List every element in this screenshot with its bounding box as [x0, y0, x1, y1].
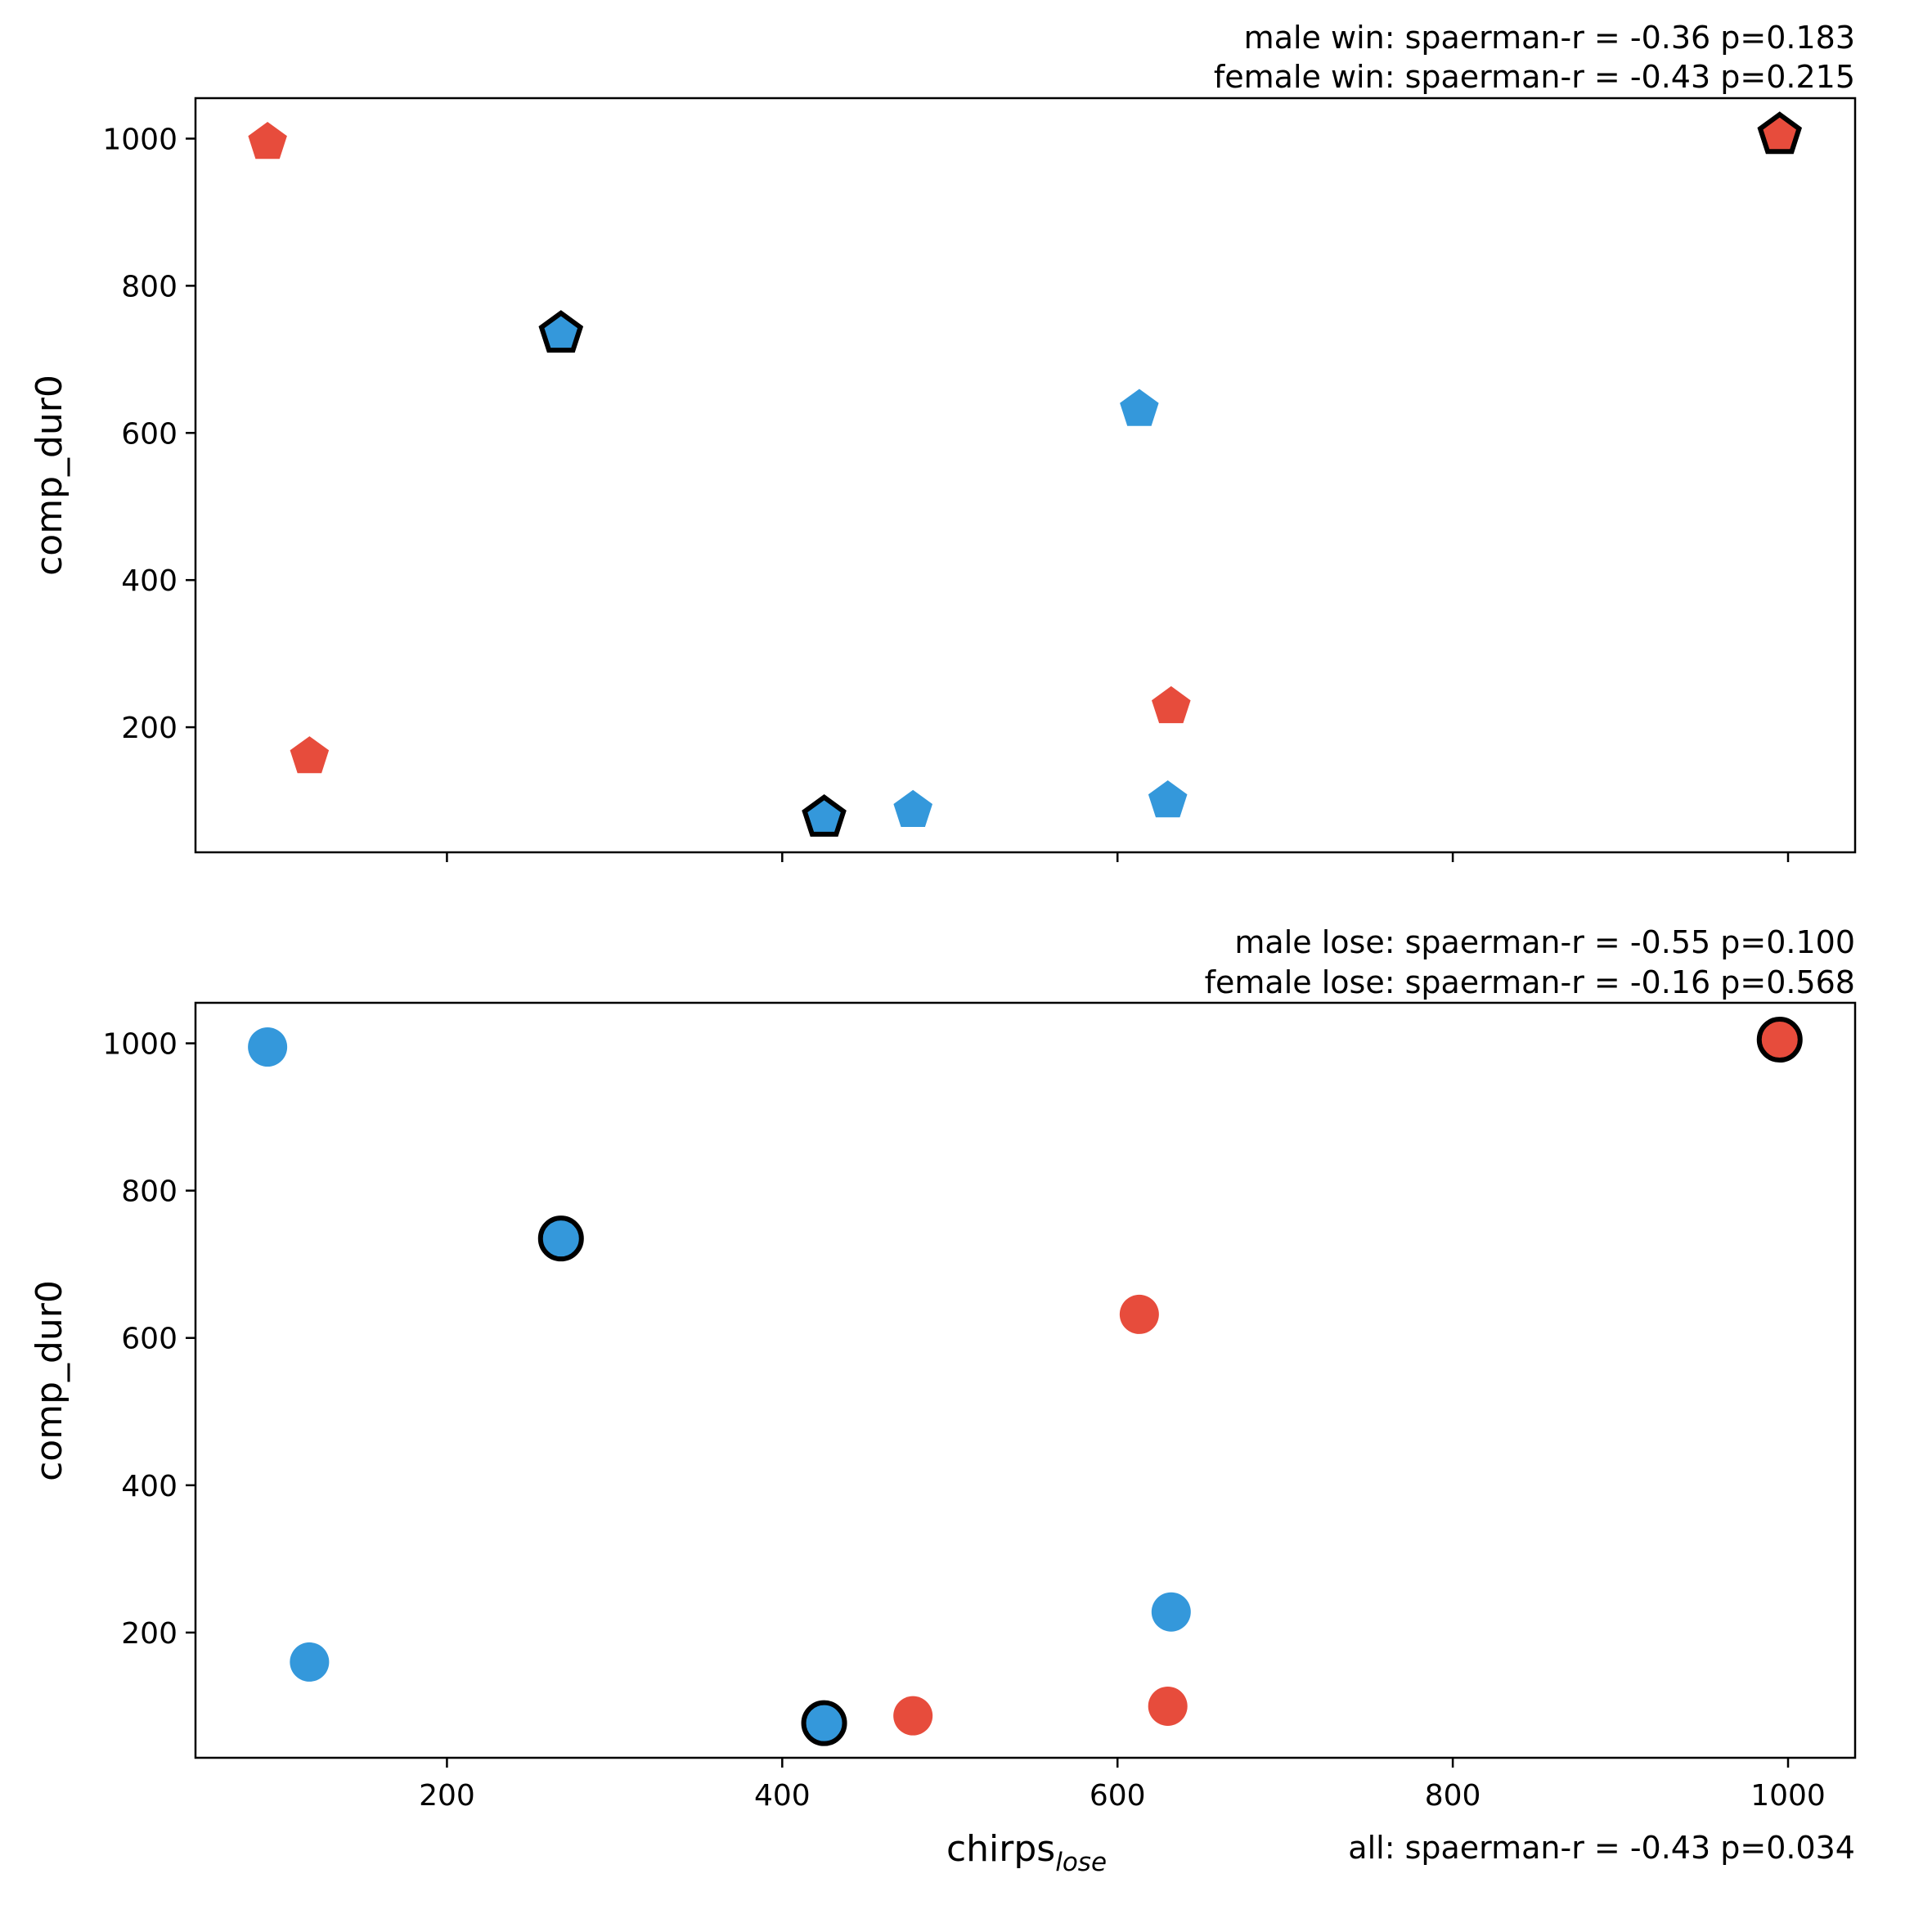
- top-y-tick-label: 600: [121, 417, 177, 451]
- top-y-tick-label: 800: [121, 270, 177, 303]
- top-y-ticks: 200 400 600 800 1000: [102, 123, 195, 745]
- top-annotation-line-1: male win: spaerman-r = -0.36 p=0.183: [1244, 20, 1855, 56]
- bottom-point-female-highlighted: [1756, 1017, 1803, 1063]
- x-axis-label-main: chirps: [946, 1828, 1055, 1870]
- bottom-plot-frame: [194, 1001, 1857, 1759]
- bottom-point-male-highlighted: [801, 1700, 847, 1746]
- bottom-x-tick-label: 200: [419, 1779, 475, 1813]
- bottom-point-male: [248, 1027, 288, 1067]
- top-y-tick-label: 400: [121, 564, 177, 598]
- bottom-annotation-line-2: female lose: spaerman-r = -0.16 p=0.568: [1205, 964, 1855, 1000]
- top-annotation-line-2: female win: spaerman-r = -0.43 p=0.215: [1214, 59, 1855, 95]
- top-x-ticks: [446, 852, 1790, 862]
- top-point-male: [1148, 780, 1188, 818]
- bottom-x-axis-label: chirpslose: [946, 1828, 1107, 1877]
- bottom-y-tick-label: 1000: [102, 1028, 177, 1062]
- top-point-female: [290, 736, 330, 774]
- x-axis-label-subscript: lose: [1055, 1848, 1107, 1877]
- bottom-x-tick-label: 800: [1425, 1779, 1481, 1813]
- top-y-tick-label: 1000: [102, 123, 177, 156]
- top-y-tick-label: 200: [121, 712, 177, 745]
- bottom-y-tick-label: 400: [121, 1470, 177, 1503]
- bottom-point-female: [893, 1696, 933, 1736]
- top-point-female-highlighted: [1757, 111, 1803, 155]
- bottom-point-male: [1151, 1592, 1191, 1632]
- bottom-y-axis-label: comp_dur0: [29, 1280, 70, 1481]
- bottom-y-tick-label: 800: [121, 1175, 177, 1209]
- top-panel: male win: spaerman-r = -0.36 p=0.183 fem…: [29, 20, 1857, 862]
- bottom-footer-stats: all: spaerman-r = -0.43 p=0.034: [1348, 1830, 1855, 1866]
- bottom-point-female: [1119, 1294, 1159, 1334]
- top-point-male: [893, 789, 932, 827]
- top-point-female: [1152, 685, 1191, 724]
- bottom-y-ticks: 200 400 600 800 1000: [102, 1028, 195, 1651]
- top-point-female: [248, 122, 287, 160]
- top-point-male-highlighted: [802, 793, 847, 837]
- top-point-male: [1120, 389, 1159, 426]
- bottom-x-tick-label: 600: [1090, 1779, 1146, 1813]
- bottom-x-ticks: 200 400 600 800 1000: [419, 1758, 1826, 1813]
- top-y-axis-label: comp_dur0: [29, 375, 70, 576]
- top-point-male-highlighted: [538, 310, 584, 353]
- bottom-point-female: [1148, 1686, 1188, 1726]
- top-plot-frame: [194, 97, 1857, 854]
- bottom-point-male-highlighted: [537, 1215, 584, 1262]
- bottom-y-tick-label: 200: [121, 1617, 177, 1651]
- bottom-point-male: [290, 1642, 330, 1682]
- bottom-x-tick-label: 400: [754, 1779, 811, 1813]
- bottom-annotation-line-1: male lose: spaerman-r = -0.55 p=0.100: [1234, 924, 1855, 960]
- bottom-x-tick-label: 1000: [1750, 1779, 1826, 1813]
- bottom-markers: [248, 1017, 1803, 1746]
- top-markers: [248, 111, 1803, 837]
- bottom-panel: male lose: spaerman-r = -0.55 p=0.100 fe…: [29, 924, 1857, 1877]
- bottom-y-tick-label: 600: [121, 1323, 177, 1356]
